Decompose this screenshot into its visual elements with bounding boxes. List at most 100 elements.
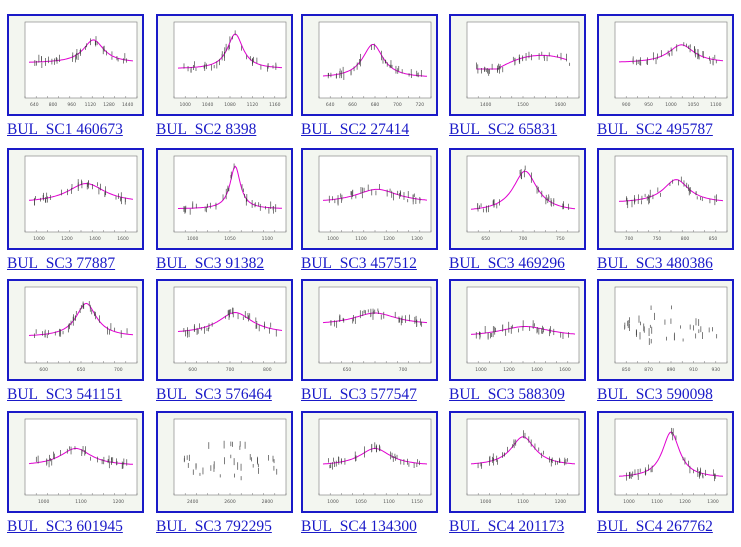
lightcurve-thumbnail-link[interactable]: 1000 1100 1200 bbox=[449, 411, 586, 513]
x-tick-label: 1100 bbox=[75, 499, 87, 505]
lightcurve-plot: 1000 1100 1200 bbox=[466, 418, 580, 505]
lightcurve-link[interactable]: BUL_SC3 577547 bbox=[301, 386, 417, 403]
x-tick-label: 1000 bbox=[327, 499, 339, 505]
x-tick-label: 1050 bbox=[355, 499, 367, 505]
plot-frame bbox=[24, 418, 138, 496]
x-tick-label: 1600 bbox=[555, 102, 567, 108]
x-tick-label: 1050 bbox=[688, 102, 700, 108]
x-tick-label: 900 bbox=[622, 102, 631, 108]
lightcurve-link[interactable]: BUL_SC2 495787 bbox=[597, 121, 713, 138]
lightcurve-plot: 640 800 960 1120 1280 1440 bbox=[24, 21, 138, 108]
x-tick-label: 1100 bbox=[262, 236, 274, 242]
lightcurve-thumbnail-link[interactable]: 700 750 800 850 bbox=[597, 148, 734, 250]
lightcurve-thumbnail-link[interactable]: 1000 1200 1400 1600 bbox=[449, 279, 586, 381]
lightcurve-link[interactable]: BUL_SC3 469296 bbox=[449, 255, 565, 272]
lightcurve-thumbnail-link[interactable]: 600 650 700 bbox=[7, 279, 144, 381]
x-tick-label: 1100 bbox=[355, 236, 367, 242]
x-tick-label: 1000 bbox=[623, 499, 635, 505]
lightcurve-thumbnail-link[interactable]: 900 950 1000 1050 1100 bbox=[597, 14, 734, 116]
lightcurve-plot: 600 700 800 bbox=[173, 286, 287, 373]
x-tick-label: 1120 bbox=[247, 102, 259, 108]
lightcurve-thumbnail-link[interactable]: 640 800 960 1120 1280 1440 bbox=[7, 14, 144, 116]
lightcurve-thumbnail-link[interactable]: 1000 1200 1400 1600 bbox=[7, 148, 144, 250]
x-tick-label: 700 bbox=[393, 102, 402, 108]
lightcurve-link[interactable]: BUL_SC3 457512 bbox=[301, 255, 417, 272]
x-tick-label: 890 bbox=[667, 367, 676, 373]
x-tick-label: 700 bbox=[399, 367, 408, 373]
model-curve bbox=[178, 165, 283, 209]
lightcurve-link[interactable]: BUL_SC3 576464 bbox=[156, 386, 272, 403]
lightcurve-thumbnail-link[interactable]: 1000 1100 1200 bbox=[7, 411, 144, 513]
lightcurve-link[interactable]: BUL_SC3 588309 bbox=[449, 386, 565, 403]
lightcurve-link[interactable]: BUL_SC3 91382 bbox=[156, 255, 265, 272]
x-tick-label: 1200 bbox=[503, 367, 515, 373]
lightcurve-link[interactable]: BUL_SC2 65831 bbox=[449, 121, 558, 138]
plot-frame bbox=[614, 155, 728, 233]
lightcurve-link[interactable]: BUL_SC3 601945 bbox=[7, 518, 123, 535]
lightcurve-link[interactable]: BUL_SC3 792295 bbox=[156, 518, 272, 535]
x-tick-label: 2800 bbox=[262, 499, 274, 505]
lightcurve-link[interactable]: BUL_SC4 134300 bbox=[301, 518, 417, 535]
lightcurve-link[interactable]: BUL_SC4 267762 bbox=[597, 518, 713, 535]
lightcurve-thumbnail-link[interactable]: 1000 1040 1080 1120 1160 bbox=[156, 14, 293, 116]
lightcurve-thumbnail-link[interactable]: 1000 1050 1100 bbox=[156, 148, 293, 250]
x-tick-label: 850 bbox=[709, 236, 718, 242]
plot-frame bbox=[173, 286, 287, 364]
plot-frame bbox=[318, 155, 432, 233]
x-tick-label: 910 bbox=[689, 367, 698, 373]
lightcurve-plot: 900 950 1000 1050 1100 bbox=[614, 21, 728, 108]
plot-frame bbox=[466, 418, 580, 496]
lightcurve-thumbnail-link[interactable]: 640 660 680 700 720 bbox=[301, 14, 438, 116]
lightcurve-thumbnail-link[interactable]: 1000 1100 1200 1300 bbox=[301, 148, 438, 250]
lightcurve-link[interactable]: BUL_SC3 480386 bbox=[597, 255, 713, 272]
x-tick-label: 650 bbox=[481, 236, 490, 242]
lightcurve-plot: 640 660 680 700 720 bbox=[318, 21, 432, 108]
lightcurve-plot: 1000 1040 1080 1120 1160 bbox=[173, 21, 287, 108]
plot-frame bbox=[466, 155, 580, 233]
lightcurve-plot: 650 700 bbox=[318, 286, 432, 373]
model-curve bbox=[28, 182, 134, 201]
lightcurve-thumbnail-link[interactable]: 1400 1500 1600 bbox=[449, 14, 586, 116]
x-tick-label: 1000 bbox=[480, 499, 492, 505]
lightcurve-plot: 1000 1050 1100 1150 bbox=[318, 418, 432, 505]
x-tick-label: 1200 bbox=[383, 236, 395, 242]
lightcurve-link[interactable]: BUL_SC1 460673 bbox=[7, 121, 123, 138]
lightcurve-thumbnail-link[interactable]: 850 870 890 910 930 bbox=[597, 279, 734, 381]
lightcurve-thumbnail-link[interactable]: 650 700 bbox=[301, 279, 438, 381]
lightcurve-thumbnail-link[interactable]: 650 700 750 bbox=[449, 148, 586, 250]
plot-frame bbox=[318, 418, 432, 496]
x-tick-label: 1400 bbox=[480, 102, 492, 108]
lightcurve-thumbnail-link[interactable]: 2400 2600 2800 bbox=[156, 411, 293, 513]
lightcurve-plot: 1000 1100 1200 1300 bbox=[318, 155, 432, 242]
lightcurve-link[interactable]: BUL_SC2 8398 bbox=[156, 121, 257, 138]
x-tick-label: 750 bbox=[556, 236, 565, 242]
lightcurve-link[interactable]: BUL_SC3 77887 bbox=[7, 255, 116, 272]
x-tick-label: 1200 bbox=[555, 499, 567, 505]
x-tick-label: 1600 bbox=[117, 236, 129, 242]
x-tick-label: 1200 bbox=[679, 499, 691, 505]
x-tick-label: 2600 bbox=[224, 499, 236, 505]
lightcurve-link[interactable]: BUL_SC3 590098 bbox=[597, 386, 713, 403]
lightcurve-link[interactable]: BUL_SC4 201173 bbox=[449, 518, 565, 535]
x-tick-label: 1100 bbox=[517, 499, 529, 505]
lightcurve-link[interactable]: BUL_SC2 27414 bbox=[301, 121, 410, 138]
lightcurve-thumbnail-link[interactable]: 600 700 800 bbox=[156, 279, 293, 381]
x-tick-label: 1300 bbox=[707, 499, 719, 505]
x-tick-label: 1000 bbox=[33, 236, 45, 242]
x-tick-label: 1080 bbox=[224, 102, 236, 108]
x-tick-label: 950 bbox=[644, 102, 653, 108]
x-tick-label: 720 bbox=[416, 102, 425, 108]
x-tick-label: 660 bbox=[348, 102, 357, 108]
x-tick-label: 680 bbox=[371, 102, 380, 108]
lightcurve-thumbnail-link[interactable]: 1000 1100 1200 1300 bbox=[597, 411, 734, 513]
plot-frame bbox=[173, 418, 287, 496]
lightcurve-plot: 1000 1050 1100 bbox=[173, 155, 287, 242]
model-curve bbox=[28, 447, 134, 465]
x-tick-label: 1000 bbox=[475, 367, 487, 373]
x-tick-label: 800 bbox=[681, 236, 690, 242]
lightcurve-thumbnail-link[interactable]: 1000 1050 1100 1150 bbox=[301, 411, 438, 513]
x-tick-label: 1000 bbox=[327, 236, 339, 242]
lightcurve-link[interactable]: BUL_SC3 541151 bbox=[7, 386, 123, 403]
x-tick-label: 650 bbox=[343, 367, 352, 373]
x-tick-label: 1000 bbox=[187, 236, 199, 242]
